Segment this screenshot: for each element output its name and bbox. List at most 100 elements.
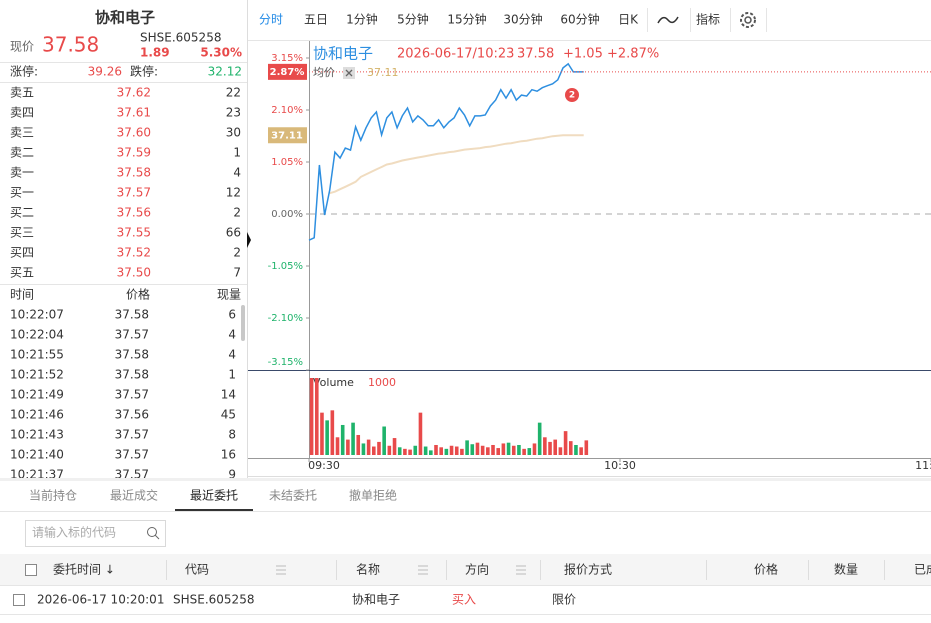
checkbox[interactable]: [25, 564, 37, 576]
order-cell: 限价: [552, 593, 576, 607]
order-cell: 买入: [452, 593, 476, 607]
period-tab[interactable]: 五日: [304, 13, 328, 27]
trade-time: 10:21:43: [10, 428, 64, 442]
volume-bar: [346, 439, 350, 455]
chart-change-pct: +2.87%: [607, 47, 659, 62]
volume-bar: [584, 440, 589, 455]
x-tick-label: 10:30: [604, 459, 636, 472]
volume-max: 1000: [368, 376, 396, 389]
chart-price: 37.58: [517, 47, 554, 62]
panel-tab[interactable]: 当前持仓: [29, 488, 77, 503]
panel-tab[interactable]: 撤单拒绝: [349, 488, 397, 503]
volume-bar: [517, 444, 521, 455]
trade-qty: 9: [228, 468, 236, 482]
order-cell: 协和电子: [352, 592, 400, 607]
volume-bar: [408, 449, 412, 455]
trade-time: 10:21:46: [10, 408, 64, 422]
volume-bar: [377, 441, 381, 455]
collapse-handle[interactable]: [247, 232, 251, 248]
search-input[interactable]: [25, 520, 166, 547]
price-line: [308, 62, 584, 241]
panel-tab[interactable]: 未结委托: [269, 489, 317, 503]
volume-bar: [460, 448, 464, 455]
trade-time: 10:22:04: [10, 328, 64, 342]
volume-bar: [423, 446, 428, 455]
volume-bar: [351, 422, 355, 455]
period-tab[interactable]: 1分钟: [346, 12, 378, 27]
volume-bar: [340, 424, 345, 455]
stock-code: SHSE.605258: [140, 31, 221, 45]
volume-bar: [532, 443, 537, 455]
order-qty: 30: [226, 126, 241, 140]
volume-bar: [325, 420, 329, 455]
column-menu[interactable]: [516, 565, 526, 575]
volume-bar: [506, 442, 511, 455]
volume-bar: [548, 441, 552, 455]
volume-bar: [392, 438, 397, 455]
trade-qty: 4: [228, 328, 236, 342]
limit-up-label: 涨停:: [10, 64, 38, 79]
avg-marker-box: [268, 127, 307, 144]
volume-bar: [558, 447, 563, 455]
column-menu[interactable]: [418, 565, 428, 575]
chart: 3.15% 2.10% 1.05% 0.00% -1.05% -2.10% -3.15% 09…: [248, 41, 931, 477]
volume-bar: [335, 437, 340, 455]
volume-bar: [413, 445, 418, 455]
scrollbar[interactable]: [241, 305, 245, 341]
order-price: 37.56: [117, 206, 151, 220]
column-header: 报价方式: [564, 562, 612, 577]
indicator-button[interactable]: 指标: [696, 12, 720, 27]
checkbox[interactable]: [13, 594, 25, 606]
column-menu[interactable]: [276, 565, 286, 575]
volume-bar: [574, 444, 578, 455]
order-qty: 1: [233, 146, 241, 160]
period-tab[interactable]: 60分钟: [560, 12, 599, 27]
trade-price: 37.57: [115, 448, 149, 462]
order-cell: 2026-06-17 10:20:01: [37, 593, 164, 607]
period-tab[interactable]: 分时: [259, 13, 283, 27]
order-price: 37.52: [117, 246, 151, 260]
line-style-icon[interactable]: [657, 16, 679, 24]
order-cell: SHSE.605258: [173, 593, 254, 607]
avg-value: 37.11: [367, 66, 399, 79]
panel-tab[interactable]: 最近委托: [190, 489, 238, 503]
volume-bar: [511, 445, 516, 455]
volume-bar: [480, 445, 485, 455]
volume-bar: [522, 448, 526, 455]
volume-bar: [397, 447, 402, 455]
trade-qty: 45: [221, 408, 236, 422]
chart-change: +1.05: [563, 47, 603, 62]
volume-bar: [320, 412, 324, 455]
volume-bar: [403, 448, 407, 455]
period-tab[interactable]: 日K: [618, 13, 639, 27]
y-tick-label: -3.15%: [268, 357, 303, 368]
panel-tab[interactable]: 最近成交: [110, 488, 158, 503]
settings-icon[interactable]: [740, 12, 756, 28]
chart-title: 协和电子: [313, 45, 373, 63]
period-tab[interactable]: 15分钟: [447, 12, 486, 27]
x-tick-label: 11:30: [915, 459, 931, 472]
column-header: 方向: [465, 562, 489, 577]
y-tick-label: 1.05%: [271, 157, 303, 168]
badge[interactable]: [565, 88, 579, 102]
volume-bar: [382, 426, 386, 455]
column-header: 名称: [356, 562, 380, 577]
trade-price: 37.56: [115, 408, 149, 422]
y-tick-label: 0.00%: [271, 209, 303, 220]
trade-price: 37.58: [115, 368, 149, 382]
search-placeholder: 请输入标的代码: [32, 525, 116, 540]
period-tab[interactable]: 5分钟: [397, 12, 429, 27]
order-qty: 12: [226, 186, 241, 200]
change-pct: 5.30%: [200, 46, 242, 60]
period-tab[interactable]: 30分钟: [503, 12, 542, 27]
order-level: 买五: [10, 266, 34, 280]
volume-bar: [486, 447, 490, 455]
trade-price: 37.58: [115, 348, 149, 362]
volume-bar: [449, 445, 454, 455]
volume-bar: [537, 422, 542, 455]
volume-bar: [418, 412, 423, 455]
trade-time: 10:21:40: [10, 448, 64, 462]
